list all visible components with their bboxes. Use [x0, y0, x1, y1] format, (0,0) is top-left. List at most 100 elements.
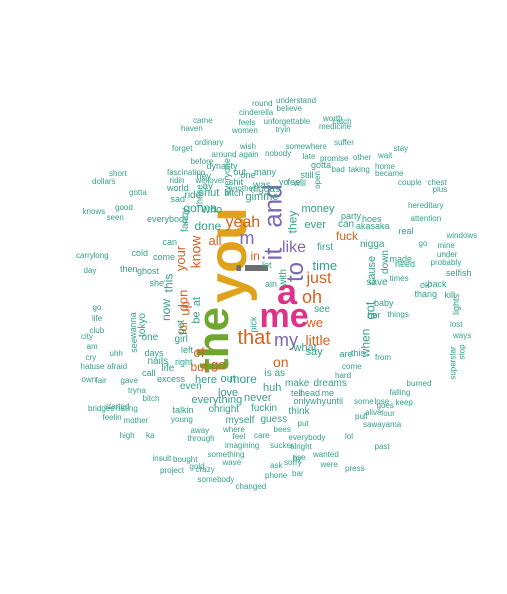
cloud-word: press	[345, 464, 365, 473]
cloud-word: somewhere	[285, 142, 327, 151]
cloud-word: go	[92, 303, 102, 312]
cloud-word: nigga	[360, 239, 385, 250]
cloud-word: mine	[437, 241, 455, 250]
cloud-word: hard	[335, 371, 352, 380]
cloud-word: ways	[453, 331, 472, 340]
cloud-word: superstar	[448, 346, 458, 380]
cloud-word: in	[250, 249, 260, 263]
cloud-word: little	[305, 332, 331, 348]
cloud-word: pick	[248, 315, 259, 333]
cloud-word: became	[375, 169, 404, 178]
cloud-word: tokyo	[136, 313, 148, 337]
cloud-word: wait	[378, 151, 393, 160]
cloud-word: forget	[172, 144, 193, 153]
cloud-word: things	[387, 310, 409, 319]
cloud-word: tryna	[128, 386, 146, 395]
cloud-word: wish	[240, 142, 257, 151]
cloud-word: changed	[235, 482, 267, 491]
cloud-word: even	[180, 381, 202, 392]
cloud-word: phone	[265, 471, 288, 480]
cloud-word: some	[354, 397, 374, 406]
cloud-word: again	[239, 150, 259, 159]
cloud-word: think	[288, 406, 310, 417]
cloud-word: good	[115, 203, 133, 212]
cloud-word: one	[240, 169, 256, 180]
cloud-word: now	[159, 298, 174, 322]
cloud-word: huh	[263, 381, 282, 394]
cloud-word: know	[186, 235, 203, 269]
cloud-word: gave	[120, 376, 138, 385]
cloud-word: are	[339, 348, 353, 359]
cloud-word: ridin	[169, 176, 185, 185]
cloud-word: city	[81, 332, 93, 341]
cloud-word: catch	[332, 117, 352, 126]
cloud-word: my	[274, 330, 298, 350]
cloud-word: just	[306, 270, 332, 287]
cloud-word: gotta	[311, 159, 332, 170]
cloud-word: akasaka	[356, 220, 390, 231]
cloud-word: something	[207, 450, 245, 459]
cloud-word: gold	[189, 462, 205, 471]
cloud-word: everybody	[288, 433, 326, 442]
cloud-word: worth	[323, 114, 343, 123]
cloud-word: your	[172, 245, 188, 271]
cloud-word: baby	[374, 297, 394, 308]
cloud-word: bought	[173, 455, 198, 464]
cloud-word: girl	[174, 334, 188, 345]
cloud-word: all	[208, 232, 222, 248]
cloud-word: everything	[191, 393, 243, 406]
cloud-word: wellover	[195, 176, 225, 185]
cloud-word: party	[341, 210, 362, 221]
cloud-word: we	[306, 314, 324, 330]
cloud-word: project	[160, 466, 185, 475]
cloud-word: oh	[302, 287, 323, 307]
cloud-word: everybody	[147, 213, 189, 224]
cloud-word: imagining	[225, 441, 260, 450]
cloud-word: feels	[238, 118, 256, 127]
cloud-word: they	[284, 210, 299, 234]
cloud-word: seen	[106, 213, 124, 222]
cloud-word: excess	[157, 373, 186, 384]
cloud-word: use	[91, 362, 105, 371]
cloud-word: but	[190, 360, 208, 374]
cloud-word: women	[232, 126, 258, 135]
cloud-word: a	[277, 271, 298, 312]
cloud-word: still	[300, 169, 314, 180]
cloud-word: was	[253, 180, 271, 191]
cloud-word: from	[375, 353, 391, 362]
cloud-word: is	[264, 368, 272, 379]
cloud-word: fair	[95, 376, 107, 385]
cloud-word: suffer	[334, 138, 354, 147]
cloud-word: me	[321, 387, 335, 398]
cloud-word: yo	[279, 176, 289, 187]
cloud-word: lights	[450, 293, 461, 315]
cloud-word: nails	[147, 356, 169, 367]
cloud-word: young	[171, 415, 193, 424]
cloud-word: wanted	[313, 450, 339, 459]
cloud-word: until	[326, 395, 344, 406]
cloud-word: save	[366, 277, 388, 288]
cloud-word: through	[187, 434, 215, 443]
cloud-word: uhh	[109, 349, 123, 358]
cloud-word: windows	[446, 231, 478, 240]
cloud-word: me	[259, 297, 309, 335]
cloud-word: myself	[225, 415, 255, 426]
cloud-word: ain	[265, 278, 278, 289]
cloud-word: ay	[202, 181, 214, 192]
cloud-word: back	[427, 278, 447, 289]
cloud-word: kill	[444, 289, 456, 300]
cloud-word: be	[190, 310, 203, 324]
cloud-word: chest	[427, 178, 447, 187]
cloud-word: gotta	[129, 188, 147, 197]
cloud-word: cinderella	[239, 108, 274, 117]
cloud-word: bridges	[88, 404, 115, 413]
cloud-word: medicine	[319, 122, 352, 131]
cloud-word: couple	[398, 178, 422, 187]
cloud-word: afraid	[107, 362, 128, 371]
cloud-word: understand	[276, 96, 317, 105]
cloud-word: club	[89, 326, 105, 335]
cloud-word: love	[218, 386, 239, 399]
cloud-word: these	[194, 183, 205, 207]
cloud-word: hoes	[362, 213, 382, 224]
cloud-word: time	[312, 257, 338, 273]
